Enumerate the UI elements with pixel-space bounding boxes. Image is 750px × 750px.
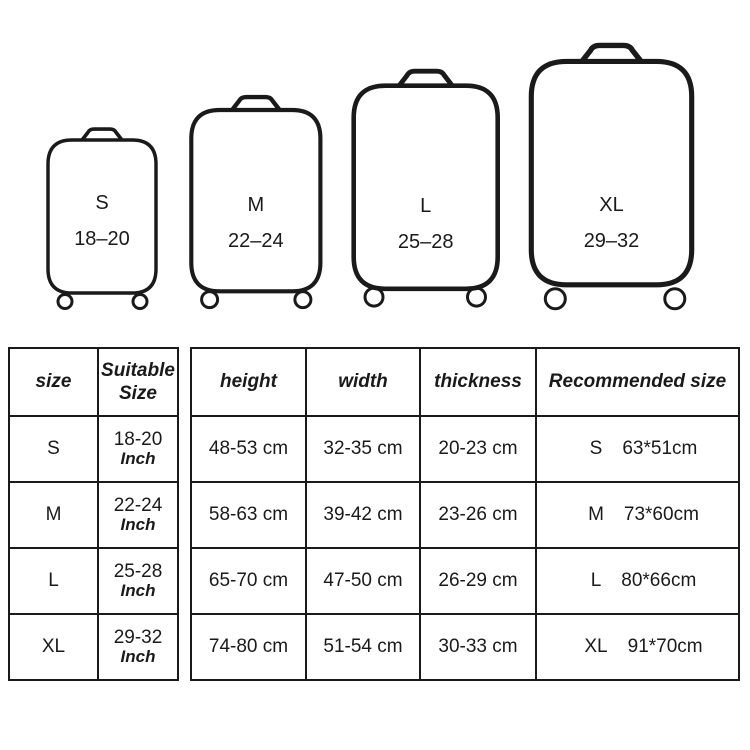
svg-text:18–20: 18–20	[74, 228, 130, 250]
svg-text:S: S	[95, 192, 108, 214]
svg-text:L: L	[420, 195, 431, 217]
svg-text:29–32: 29–32	[584, 230, 640, 252]
svg-text:22–24: 22–24	[228, 230, 284, 252]
svg-text:XL: XL	[599, 194, 623, 216]
svg-text:25–28: 25–28	[398, 231, 454, 253]
svg-text:M: M	[248, 194, 265, 216]
